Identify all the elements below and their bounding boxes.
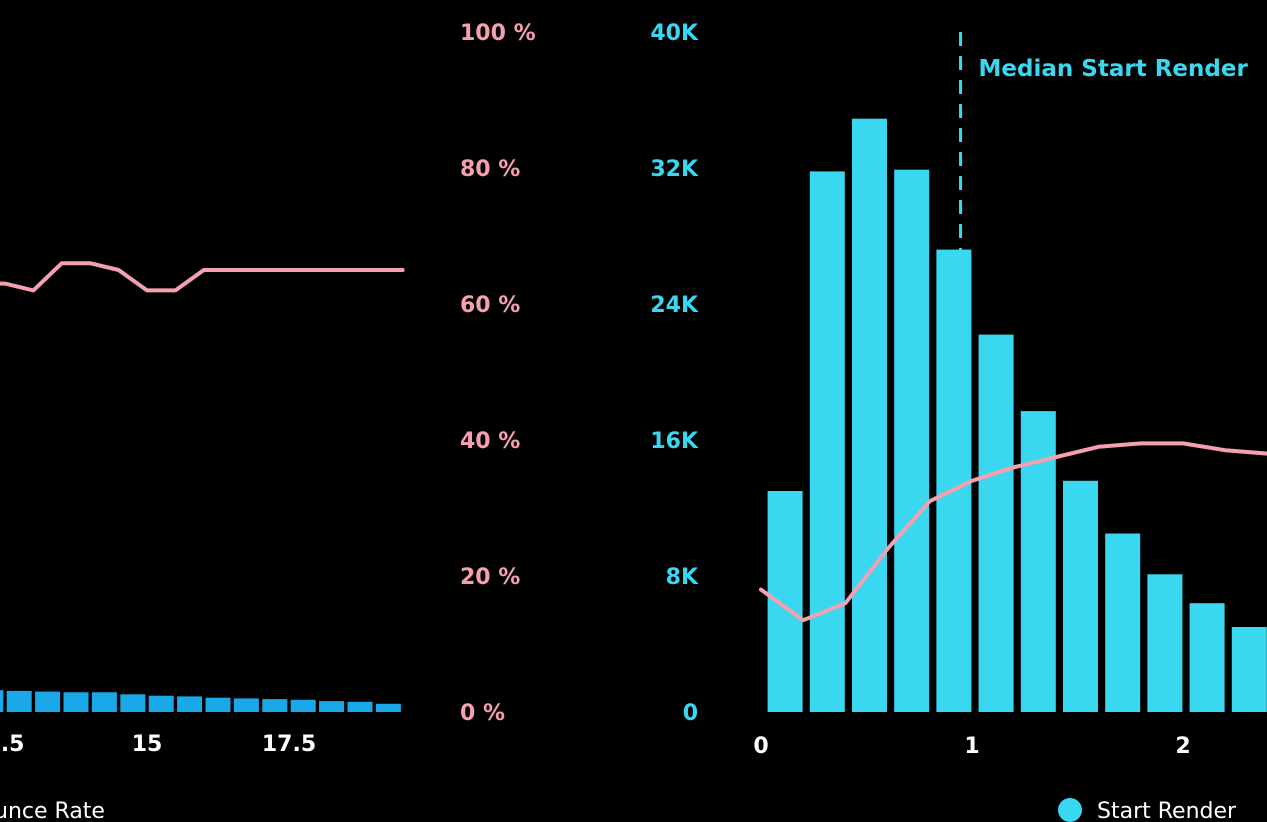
left-bar <box>290 699 316 712</box>
legend-swatch-icon <box>1058 798 1082 822</box>
start-render-bar <box>894 169 930 712</box>
right-x-tick-labels: 0 1 2 <box>753 734 1190 759</box>
start-render-bar <box>978 334 1014 712</box>
left-x-tick-label: 17.5 <box>262 732 316 757</box>
start-render-bar <box>936 249 972 712</box>
left-bar <box>347 701 373 712</box>
right-x-tick-label: 1 <box>964 734 979 759</box>
count-tick-label: 40K <box>650 21 699 46</box>
right-x-tick-label: 0 <box>753 734 768 759</box>
percent-tick-label: 60 % <box>460 293 520 318</box>
left-bar <box>233 698 259 712</box>
right-rate-line <box>759 441 1267 623</box>
start-render-bar <box>1105 533 1141 712</box>
left-bar <box>6 690 32 712</box>
left-bar <box>120 694 146 712</box>
count-tick-label: 0 <box>683 701 698 726</box>
right-x-tick-label: 2 <box>1175 734 1190 759</box>
left-bar <box>205 697 231 712</box>
left-chart-panel: 2.5 15 17.5 unce Rate <box>0 261 405 822</box>
left-bar <box>0 690 4 712</box>
percent-axis-labels: 100 % 80 % 60 % 40 % 20 % 0 % <box>460 21 536 726</box>
left-bar <box>319 701 345 712</box>
left-x-tick-labels: 2.5 15 17.5 <box>0 732 316 757</box>
right-chart-panel: Median Start Render 0 1 2 Start Render <box>753 32 1267 822</box>
count-tick-label: 16K <box>650 429 699 454</box>
left-x-tick-label: 15 <box>132 732 163 757</box>
start-render-bar <box>767 491 803 712</box>
percent-tick-label: 20 % <box>460 565 520 590</box>
percent-tick-label: 80 % <box>460 157 520 182</box>
start-render-bars <box>767 118 1267 712</box>
count-axis-labels: 40K 32K 24K 16K 8K 0 <box>650 21 699 726</box>
start-render-bar <box>1063 480 1098 712</box>
median-start-render-label: Median Start Render <box>979 56 1249 82</box>
percent-tick-label: 40 % <box>460 429 520 454</box>
start-render-bar <box>1231 627 1267 712</box>
left-rate-line <box>0 261 405 293</box>
left-bar <box>35 691 61 712</box>
left-bar <box>63 692 89 712</box>
percent-tick-label: 0 % <box>460 701 505 726</box>
start-render-bar <box>1020 411 1056 712</box>
left-x-tick-label: 2.5 <box>0 732 24 757</box>
left-bar <box>177 696 203 712</box>
left-bar <box>148 695 174 712</box>
left-bar <box>375 703 401 712</box>
percent-tick-label: 100 % <box>460 21 536 46</box>
start-render-bar <box>1189 603 1225 712</box>
left-x-axis-label: unce Rate <box>0 799 105 822</box>
legend-label: Start Render <box>1097 799 1237 822</box>
count-tick-label: 32K <box>650 157 699 182</box>
count-tick-label: 24K <box>650 293 699 318</box>
left-bar-group <box>0 690 401 712</box>
left-bar <box>91 692 117 712</box>
start-render-bar <box>1147 574 1183 712</box>
count-tick-label: 8K <box>666 565 699 590</box>
start-render-bar <box>852 118 887 712</box>
left-bar <box>262 699 288 712</box>
start-render-bar <box>809 171 845 712</box>
